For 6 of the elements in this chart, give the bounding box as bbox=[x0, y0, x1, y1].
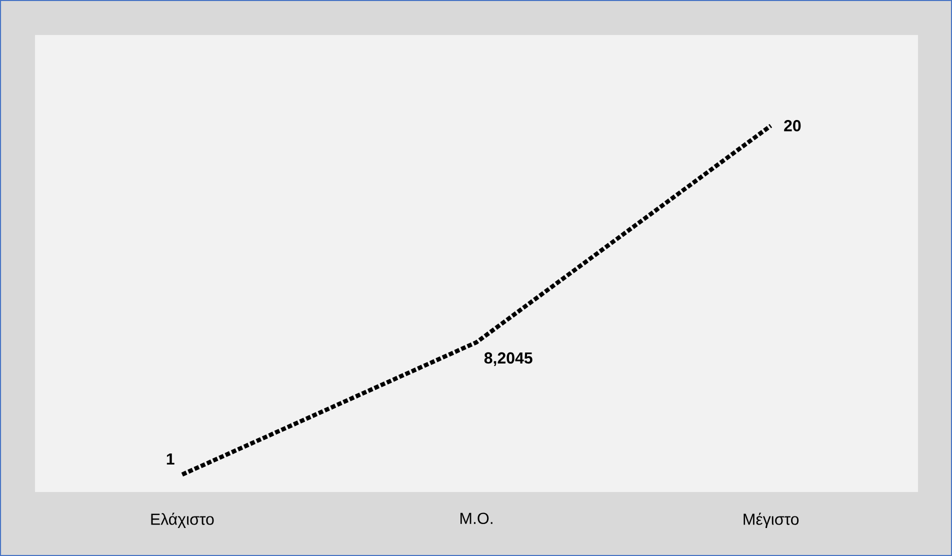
data-label: 20 bbox=[784, 120, 801, 132]
x-tick-label: Ελάχιστο bbox=[151, 512, 214, 528]
x-tick-label: Μέγιστο bbox=[744, 512, 799, 528]
data-label: 8,2045 bbox=[484, 352, 532, 366]
x-tick-label: Μ.Ο. bbox=[460, 512, 492, 524]
data-label: 1 bbox=[166, 454, 174, 464]
